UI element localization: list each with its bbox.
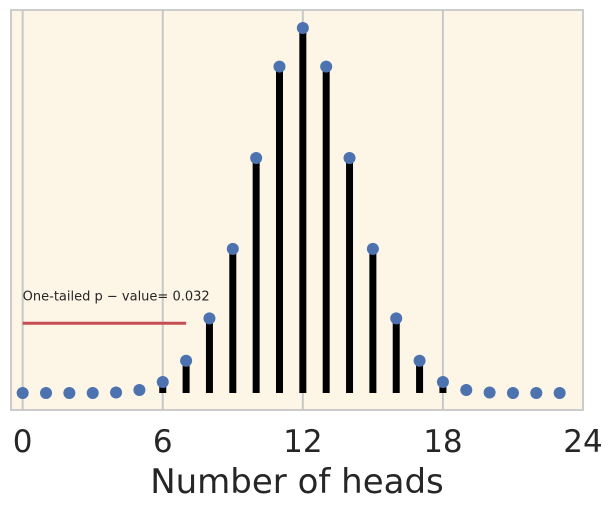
marker-18	[436, 375, 449, 388]
marker-14	[343, 152, 356, 165]
marker-7	[180, 354, 193, 367]
marker-16	[390, 312, 403, 325]
marker-1	[40, 387, 53, 399]
x-tick-label-6: 6	[153, 424, 173, 460]
marker-22	[530, 387, 543, 399]
marker-6	[156, 375, 169, 388]
marker-11	[273, 60, 286, 73]
plot-area	[10, 9, 584, 411]
marker-21	[506, 387, 519, 399]
x-tick-label-0: 0	[13, 424, 33, 460]
x-tick-label-18: 18	[423, 424, 462, 460]
marker-20	[483, 386, 496, 399]
marker-13	[320, 60, 333, 73]
marker-15	[366, 242, 379, 255]
markers	[16, 22, 566, 399]
marker-0	[16, 387, 29, 399]
x-axis-label: Number of heads	[150, 462, 444, 502]
marker-3	[86, 387, 99, 399]
marker-8	[203, 312, 216, 325]
stems	[112, 28, 494, 393]
x-tick-labels: 0 6 12 18 24	[13, 424, 603, 460]
annotation: One-tailed p − value= 0.032	[22, 289, 210, 325]
marker-4	[110, 386, 123, 399]
marker-2	[63, 387, 76, 399]
marker-23	[553, 387, 566, 399]
marker-5	[133, 383, 146, 396]
marker-12	[296, 22, 309, 34]
marker-10	[250, 152, 263, 165]
marker-17	[413, 354, 426, 367]
annotation-text: One-tailed p − value= 0.032	[23, 289, 210, 304]
marker-9	[226, 242, 239, 255]
x-tick-label-12: 12	[283, 424, 322, 460]
marker-19	[460, 383, 473, 396]
x-tick-label-24: 24	[563, 424, 602, 460]
